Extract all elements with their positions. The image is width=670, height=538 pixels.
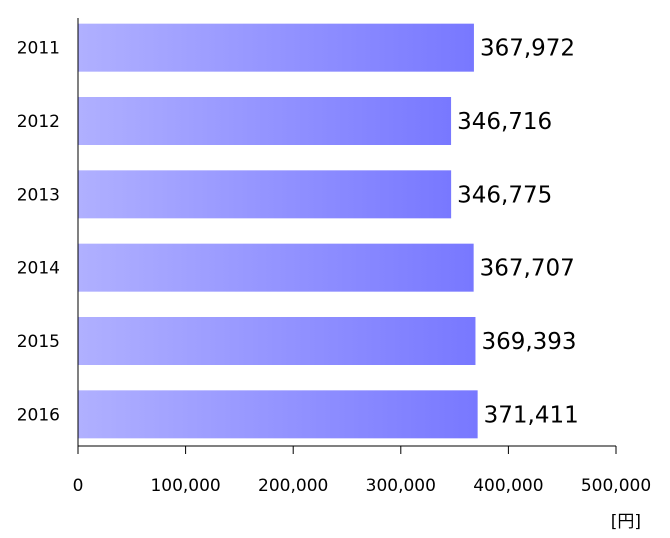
category-label-2011: 2011 — [17, 39, 60, 59]
bar-2016 — [78, 390, 478, 439]
category-label-2013: 2013 — [17, 185, 60, 205]
x-tick-label-1: 100,000 — [150, 476, 220, 496]
x-tick-label-3: 300,000 — [366, 476, 436, 496]
bar-2015 — [78, 317, 476, 365]
bar-2013 — [78, 170, 452, 219]
data-label-2012: 346,716 — [457, 109, 552, 135]
x-tick-label-2: 200,000 — [258, 476, 328, 496]
bar-2012 — [78, 97, 452, 145]
category-label-2012: 2012 — [17, 112, 60, 132]
x-tick-label-4: 400,000 — [473, 476, 543, 496]
category-label-2016: 2016 — [17, 405, 60, 425]
bar-2011 — [78, 23, 474, 72]
data-label-2013: 346,775 — [457, 182, 552, 208]
x-tick-label-0: 0 — [73, 476, 84, 496]
data-label-2015: 369,393 — [481, 329, 576, 355]
bar-2014 — [78, 243, 474, 292]
category-label-2015: 2015 — [17, 332, 60, 352]
data-label-2014: 367,707 — [480, 256, 575, 282]
data-label-2011: 367,972 — [480, 36, 575, 62]
x-tick-label-5: 500,000 — [581, 476, 651, 496]
axes-group: 0 100,000 200,000 300,000 400,000 500,000 — [73, 18, 651, 496]
category-label-2014: 2014 — [17, 259, 60, 279]
x-axis-unit-label: [円] — [611, 512, 641, 532]
bars-group: 2011 367,972 2012 346,716 2013 346,775 2014 367… — [17, 23, 579, 439]
data-label-2016: 371,411 — [484, 402, 579, 428]
